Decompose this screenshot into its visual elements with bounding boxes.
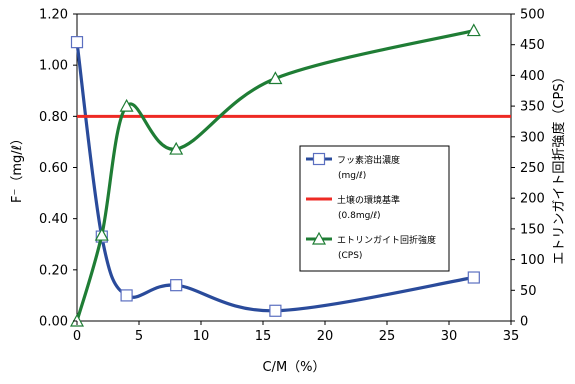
y-right-tick-label: 350 bbox=[520, 100, 545, 115]
y-right-tick-label: 0 bbox=[520, 315, 528, 330]
series-3-point bbox=[169, 141, 184, 155]
y-left-tick-label: 0.80 bbox=[39, 110, 68, 125]
x-tick-label: 35 bbox=[503, 329, 520, 344]
y-right-tick-label: 100 bbox=[520, 253, 545, 268]
series-3-point bbox=[119, 98, 134, 112]
y-left-tick-label: 1.20 bbox=[39, 8, 68, 23]
y-axis-left-title: F⁻（mg/ℓ） bbox=[10, 132, 25, 203]
legend-entry-3-sublabel: (CPS) bbox=[338, 251, 362, 261]
y-right-tick-label: 200 bbox=[520, 192, 545, 207]
series-3-point bbox=[94, 227, 109, 241]
x-tick-label: 20 bbox=[317, 329, 334, 344]
y-right-tick-label: 300 bbox=[520, 130, 545, 145]
x-axis-title: C/M（%） bbox=[262, 360, 325, 375]
y-right-tick-label: 400 bbox=[520, 69, 545, 84]
legend-entry-3-marker bbox=[311, 231, 327, 245]
x-tick-label: 5 bbox=[135, 329, 143, 344]
series-1-point bbox=[269, 304, 282, 317]
series-1-point bbox=[170, 279, 183, 292]
legend-entry-1-label: フッ素溶出濃度 bbox=[337, 154, 400, 166]
x-tick-label: 30 bbox=[441, 329, 458, 344]
y-right-tick-label: 500 bbox=[520, 8, 545, 23]
series-1-point bbox=[70, 36, 84, 49]
x-tick-label: 0 bbox=[73, 329, 81, 344]
x-tick-label: 15 bbox=[255, 329, 272, 344]
series-1-point bbox=[120, 289, 133, 302]
y-right-tick-label: 150 bbox=[520, 222, 545, 237]
series-1-point bbox=[467, 271, 480, 284]
y-left-tick-label: 0.40 bbox=[39, 212, 68, 227]
x-tick-label: 10 bbox=[193, 329, 210, 344]
y-left-tick-label: 0.20 bbox=[39, 263, 68, 278]
y-left-tick-label: 0.60 bbox=[39, 161, 68, 176]
legend-entry-1-marker bbox=[312, 152, 326, 166]
y-right-tick-label: 450 bbox=[520, 38, 545, 53]
y-right-tick-label: 50 bbox=[520, 284, 537, 299]
y-axis-right-title: エトリンガイト回折強度（CPS） bbox=[551, 70, 567, 264]
y-left-tick-label: 1.00 bbox=[39, 59, 68, 74]
legend-entry-3-label: エトリンガイト回折強度 bbox=[337, 234, 436, 246]
y-left-tick-label: 0.00 bbox=[39, 315, 68, 330]
legend-entry-2-sublabel: (0.8mg/ℓ) bbox=[338, 211, 381, 221]
legend-entry-2-label: 土壌の環境基準 bbox=[337, 194, 400, 206]
series-3-point bbox=[268, 71, 283, 85]
legend-box bbox=[299, 145, 450, 272]
legend-entry-1-sublabel: (mg/ℓ) bbox=[338, 171, 366, 181]
x-tick-label: 25 bbox=[379, 329, 396, 344]
y-right-tick-label: 250 bbox=[520, 161, 545, 176]
series-1-line bbox=[75, 41, 475, 313]
series-3-point bbox=[466, 23, 481, 37]
